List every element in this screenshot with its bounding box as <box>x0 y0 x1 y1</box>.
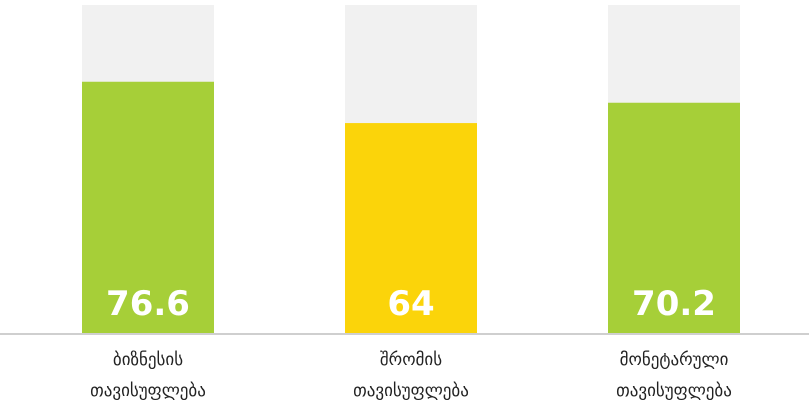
bars <box>82 81 740 333</box>
bar <box>82 81 214 333</box>
category-label-line2: თავისუფლება <box>616 381 732 401</box>
bar-value-label: 70.2 <box>632 284 716 324</box>
bar <box>345 123 477 333</box>
bar <box>608 102 740 333</box>
category-label-line1: ბიზნესის <box>113 350 183 370</box>
category-label-line1: შრომის <box>380 350 442 370</box>
bar-value-label: 76.6 <box>106 284 190 324</box>
bar-value-label: 64 <box>387 284 434 324</box>
category-label-line2: თავისუფლება <box>90 381 206 401</box>
category-label-line1: მონეტარული <box>620 350 729 370</box>
category-label-line2: თავისუფლება <box>353 381 469 401</box>
category-labels: ბიზნესის თავისუფლება შრომის თავისუფლება მონე… <box>90 350 732 401</box>
value-labels: 76.6 64 70.2 <box>106 284 716 324</box>
